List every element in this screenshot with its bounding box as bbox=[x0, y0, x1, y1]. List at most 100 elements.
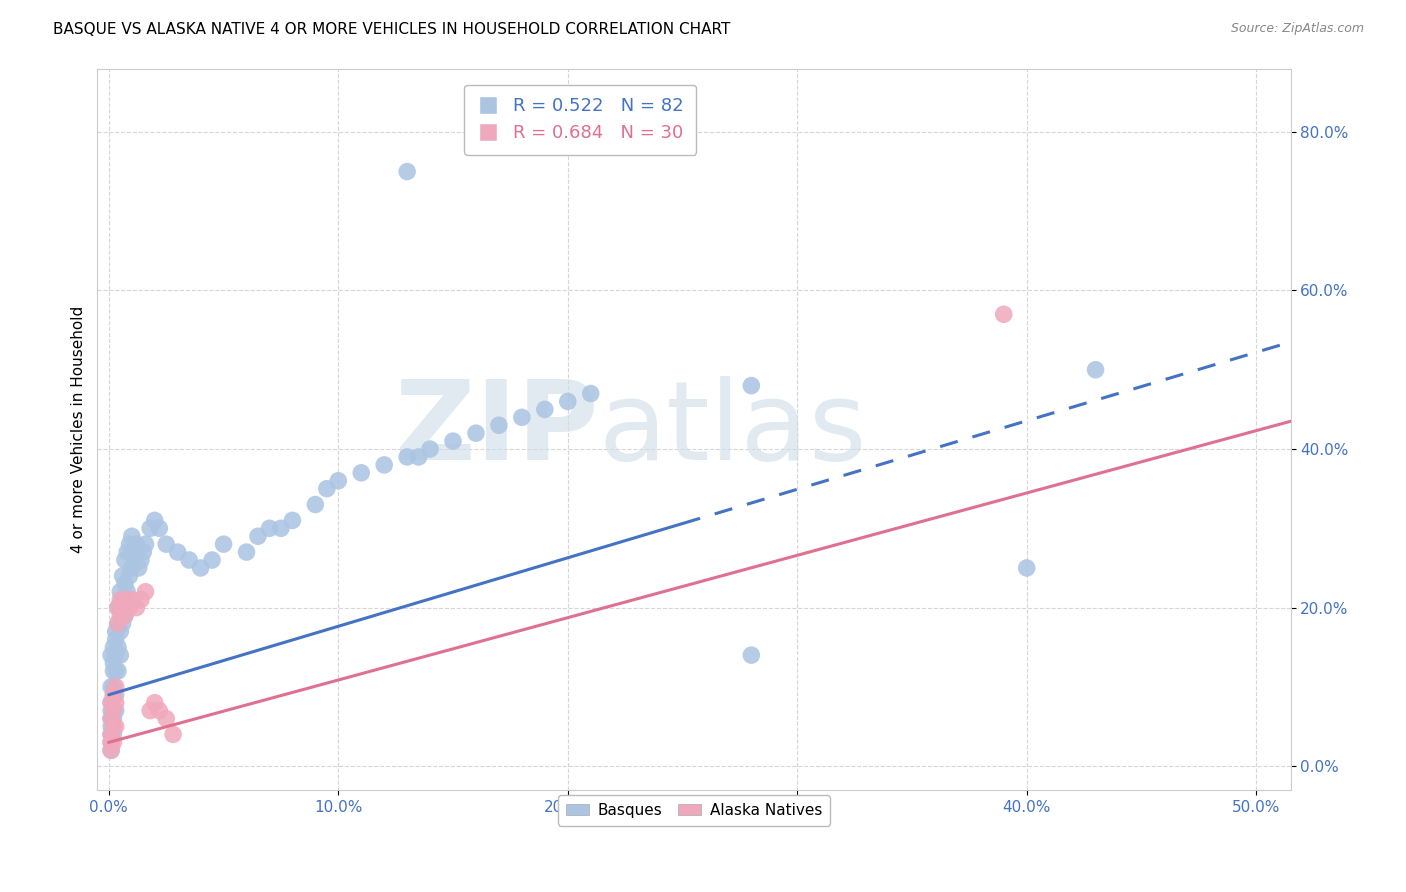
Point bbox=[103, 680, 125, 694]
Point bbox=[100, 712, 122, 726]
Point bbox=[396, 450, 419, 464]
Point bbox=[179, 553, 201, 567]
Point bbox=[166, 545, 188, 559]
Point bbox=[104, 696, 127, 710]
Point bbox=[104, 648, 127, 662]
Point bbox=[328, 474, 350, 488]
Point bbox=[162, 727, 184, 741]
Point bbox=[104, 680, 127, 694]
Point bbox=[1084, 363, 1107, 377]
Point bbox=[533, 402, 555, 417]
Point bbox=[110, 584, 132, 599]
Point bbox=[114, 608, 136, 623]
Point bbox=[103, 712, 125, 726]
Point bbox=[143, 696, 166, 710]
Point bbox=[100, 719, 122, 733]
Point bbox=[107, 616, 129, 631]
Point bbox=[122, 545, 145, 559]
Point bbox=[1015, 561, 1038, 575]
Point bbox=[110, 592, 132, 607]
Point bbox=[212, 537, 235, 551]
Point bbox=[100, 743, 122, 757]
Point bbox=[121, 561, 143, 575]
Text: atlas: atlas bbox=[599, 376, 868, 483]
Point bbox=[111, 600, 134, 615]
Point bbox=[110, 608, 132, 623]
Point bbox=[125, 600, 148, 615]
Point bbox=[111, 616, 134, 631]
Point bbox=[993, 307, 1015, 321]
Point bbox=[315, 482, 337, 496]
Point bbox=[148, 521, 170, 535]
Point bbox=[103, 704, 125, 718]
Point bbox=[143, 513, 166, 527]
Point bbox=[104, 664, 127, 678]
Y-axis label: 4 or more Vehicles in Household: 4 or more Vehicles in Household bbox=[72, 306, 86, 553]
Point bbox=[121, 592, 143, 607]
Point bbox=[135, 584, 157, 599]
Point bbox=[350, 466, 373, 480]
Point bbox=[114, 608, 136, 623]
Point bbox=[408, 450, 430, 464]
Point bbox=[104, 719, 127, 733]
Point bbox=[373, 458, 395, 472]
Text: BASQUE VS ALASKA NATIVE 4 OR MORE VEHICLES IN HOUSEHOLD CORRELATION CHART: BASQUE VS ALASKA NATIVE 4 OR MORE VEHICL… bbox=[53, 22, 731, 37]
Point bbox=[128, 561, 150, 575]
Point bbox=[259, 521, 281, 535]
Point bbox=[139, 704, 162, 718]
Text: ZIP: ZIP bbox=[395, 376, 599, 483]
Point bbox=[396, 164, 419, 178]
Point bbox=[103, 664, 125, 678]
Point bbox=[104, 688, 127, 702]
Point bbox=[100, 648, 122, 662]
Point bbox=[103, 688, 125, 702]
Point bbox=[246, 529, 269, 543]
Point bbox=[114, 553, 136, 567]
Point bbox=[104, 624, 127, 639]
Point bbox=[103, 640, 125, 655]
Point bbox=[557, 394, 579, 409]
Point bbox=[139, 521, 162, 535]
Point bbox=[100, 743, 122, 757]
Point bbox=[110, 624, 132, 639]
Point bbox=[304, 498, 326, 512]
Text: Source: ZipAtlas.com: Source: ZipAtlas.com bbox=[1230, 22, 1364, 36]
Point bbox=[488, 418, 510, 433]
Point bbox=[510, 410, 533, 425]
Point bbox=[201, 553, 224, 567]
Point bbox=[100, 680, 122, 694]
Legend: Basques, Alaska Natives: Basques, Alaska Natives bbox=[558, 796, 830, 826]
Point bbox=[107, 640, 129, 655]
Point bbox=[465, 426, 488, 441]
Point bbox=[740, 648, 762, 662]
Point bbox=[107, 616, 129, 631]
Point bbox=[419, 442, 441, 456]
Point bbox=[740, 378, 762, 392]
Point bbox=[115, 545, 138, 559]
Point bbox=[135, 537, 157, 551]
Point bbox=[104, 632, 127, 647]
Point bbox=[100, 727, 122, 741]
Point bbox=[125, 537, 148, 551]
Point bbox=[100, 735, 122, 749]
Point bbox=[103, 719, 125, 733]
Point bbox=[111, 569, 134, 583]
Point bbox=[100, 735, 122, 749]
Point bbox=[235, 545, 257, 559]
Point bbox=[100, 704, 122, 718]
Point bbox=[121, 529, 143, 543]
Point bbox=[579, 386, 602, 401]
Point bbox=[155, 537, 177, 551]
Point bbox=[118, 569, 141, 583]
Point bbox=[118, 600, 141, 615]
Point bbox=[114, 576, 136, 591]
Point bbox=[107, 600, 129, 615]
Point bbox=[115, 584, 138, 599]
Point bbox=[103, 656, 125, 670]
Point bbox=[110, 648, 132, 662]
Point bbox=[155, 712, 177, 726]
Point bbox=[129, 553, 152, 567]
Point bbox=[110, 600, 132, 615]
Point bbox=[111, 592, 134, 607]
Point bbox=[103, 688, 125, 702]
